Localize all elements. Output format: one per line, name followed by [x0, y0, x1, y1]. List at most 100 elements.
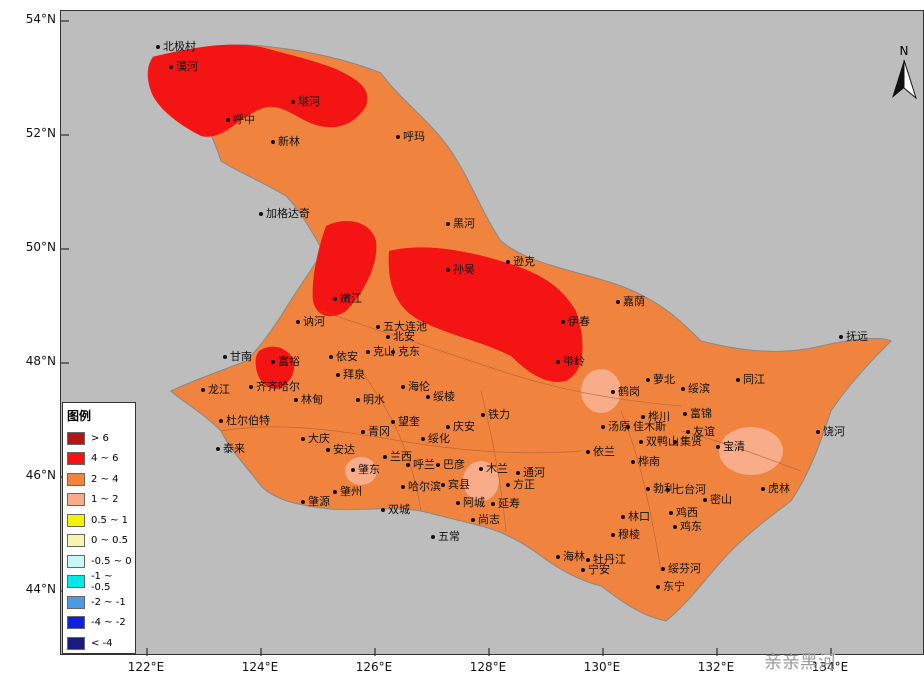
city-marker: 塔河 [291, 96, 320, 108]
legend: 图例 > 6 4 ~ 6 2 ~ 4 1 ~ 2 0.5 ~ 1 0 ~ 0.5 -0.5 … [62, 402, 136, 654]
legend-swatch [67, 534, 85, 548]
city-dot-icon [471, 518, 475, 522]
city-dot-icon [516, 471, 520, 475]
city-label: 富锦 [690, 407, 712, 420]
city-dot-icon [441, 483, 445, 487]
city-dot-icon [426, 395, 430, 399]
city-label: 杜尔伯特 [226, 414, 270, 427]
city-marker: 五大连池 [376, 321, 427, 333]
city-label: 大庆 [308, 432, 330, 445]
city-marker: 讷河 [296, 316, 325, 328]
city-marker: 通河 [516, 467, 545, 479]
legend-title: 图例 [67, 409, 92, 423]
city-marker: 杜尔伯特 [219, 415, 270, 427]
city-label: 孙吴 [453, 263, 475, 276]
city-label: 北极村 [163, 40, 196, 53]
city-label: 甘南 [230, 350, 252, 363]
region-4-6-north [147, 44, 368, 137]
city-marker: 宾县 [441, 479, 470, 491]
city-label: 木兰 [486, 462, 508, 475]
city-marker: 富裕 [271, 356, 300, 368]
city-label: 克东 [398, 345, 420, 358]
legend-swatch [67, 513, 85, 527]
city-marker: 集贤 [673, 436, 702, 448]
city-marker: 林口 [621, 511, 650, 523]
city-marker: 汤原 [601, 421, 630, 433]
city-label: 青冈 [368, 425, 390, 438]
city-label: 鸡西 [676, 506, 698, 519]
lat-label: 44°N [25, 582, 56, 596]
city-marker: 青冈 [361, 426, 390, 438]
region-4-6-small [255, 346, 295, 389]
legend-swatch [67, 472, 85, 486]
city-dot-icon [219, 419, 223, 423]
city-dot-icon [401, 485, 405, 489]
city-dot-icon [673, 440, 677, 444]
city-dot-icon [446, 222, 450, 226]
city-marker: 萝北 [646, 374, 675, 386]
city-marker: 带岭 [556, 356, 585, 368]
city-label: 延寿 [498, 497, 520, 510]
legend-label: > 6 [91, 432, 109, 444]
legend-item: 0.5 ~ 1 [67, 510, 135, 531]
region-4-6-west [312, 221, 377, 317]
city-dot-icon [431, 535, 435, 539]
city-label: 漠河 [176, 60, 198, 73]
map-frame: 北极村 漠河 塔河 呼中 新林 呼玛 加格达奇 黑河 逊克 孙吴 嫩江 嘉荫 伊春 讷河 五大连池 北安 克山克… [60, 10, 924, 656]
city-label: 五常 [438, 530, 460, 543]
city-label: 嫩江 [340, 292, 362, 305]
city-label: 肇东 [358, 463, 380, 476]
city-marker: 双城 [381, 504, 410, 516]
map-svg [61, 20, 892, 656]
city-label: 桦南 [638, 455, 660, 468]
city-label: 阿城 [463, 496, 485, 509]
lon-label: 128°E [469, 660, 507, 674]
lon-label: 126°E [355, 660, 393, 674]
legend-item: -4 ~ -2 [67, 613, 135, 634]
city-dot-icon [631, 460, 635, 464]
city-marker: 呼玛 [396, 131, 425, 143]
county-boundaries [220, 310, 802, 572]
north-label: N [899, 44, 909, 58]
lon-label: 132°E [697, 660, 735, 674]
city-dot-icon [381, 508, 385, 512]
city-marker: 龙江 [201, 384, 230, 396]
city-dot-icon [626, 425, 630, 429]
city-marker: 依兰 [586, 446, 615, 458]
city-dot-icon [336, 373, 340, 377]
city-label: 铁力 [488, 408, 510, 421]
city-dot-icon [456, 501, 460, 505]
city-marker: 孙吴 [446, 264, 475, 276]
city-marker: 抚远 [839, 331, 868, 343]
city-dot-icon [616, 300, 620, 304]
city-label: 呼兰 [413, 458, 435, 471]
city-marker: 黑河 [446, 218, 475, 230]
city-label: 呼中 [233, 113, 255, 126]
city-label: 依兰 [593, 445, 615, 458]
city-label: 黑河 [453, 217, 475, 230]
city-label: 勃利 [653, 482, 675, 495]
north-arrow-shape [892, 59, 917, 100]
city-marker: 肇东 [351, 464, 380, 476]
region-4-6-east [388, 247, 583, 382]
city-label: 佳木斯 [633, 420, 666, 433]
lat-label: 50°N [25, 240, 56, 254]
city-marker: 哈尔滨 [401, 481, 441, 493]
city-label: 宝清 [723, 440, 745, 453]
city-marker: 海伦 [401, 381, 430, 393]
city-marker: 双鸭山 [639, 436, 679, 448]
city-marker: 绥芬河 [661, 563, 701, 575]
city-marker: 巴彦 [436, 459, 465, 471]
city-marker: 庆安 [446, 421, 475, 433]
city-dot-icon [601, 425, 605, 429]
city-marker: 克山 [366, 346, 395, 358]
legend-label: -2 ~ -1 [91, 596, 126, 608]
legend-item: 4 ~ 6 [67, 449, 135, 470]
lat-label: 48°N [25, 354, 56, 368]
legend-swatch [67, 636, 85, 650]
lon-label: 134°E [811, 660, 849, 674]
city-label: 肇源 [308, 495, 330, 508]
legend-item: 1 ~ 2 [67, 490, 135, 511]
city-dot-icon [169, 65, 173, 69]
city-label: 伊春 [568, 315, 590, 328]
